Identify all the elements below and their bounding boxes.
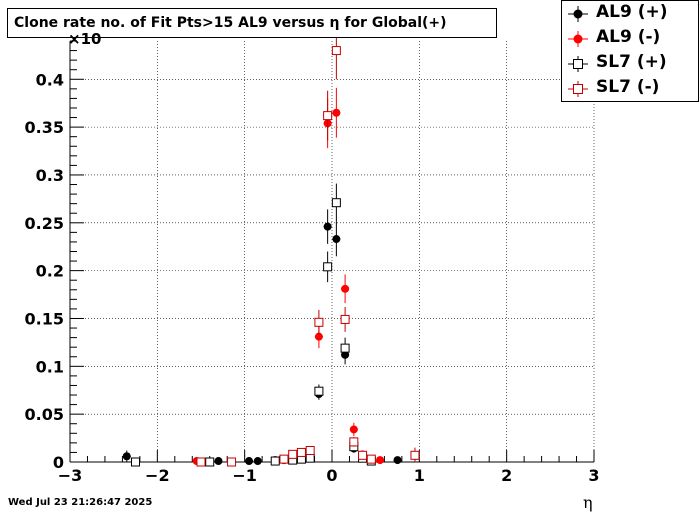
data-point <box>314 317 324 327</box>
y-tick-label: 0.15 <box>25 309 64 328</box>
data-point <box>245 457 254 466</box>
legend-label: SL7 (+) <box>596 52 667 72</box>
data-point <box>331 46 341 56</box>
data-point <box>341 284 350 293</box>
y-tick-label: 0.4 <box>36 70 64 89</box>
x-tick-label: 3 <box>588 466 599 485</box>
data-point <box>323 262 333 272</box>
data-point <box>366 454 376 464</box>
data-point <box>214 457 223 466</box>
data-point <box>227 457 237 467</box>
data-point <box>253 457 262 466</box>
legend-entry-sl7-plus: SL7 (+) <box>562 51 698 76</box>
data-point <box>288 449 298 459</box>
data-point <box>331 198 341 208</box>
data-point <box>305 453 315 463</box>
data-point <box>393 456 402 465</box>
x-tick-label: −1 <box>232 466 257 485</box>
filled-circle-marker-icon <box>568 31 588 47</box>
data-point <box>122 452 131 461</box>
open-square-marker-icon <box>568 56 588 72</box>
data-point <box>332 235 341 244</box>
legend-label: SL7 (-) <box>596 77 660 97</box>
legend: AL9 (+) AL9 (-) SL7 (+) SL7 (-) <box>561 0 699 102</box>
data-point <box>340 343 350 353</box>
y-tick-label: 0.2 <box>36 262 64 281</box>
data-point <box>349 425 358 434</box>
data-point <box>279 454 289 464</box>
data-point <box>270 456 280 466</box>
data-point <box>196 457 206 467</box>
legend-entry-al9-minus: AL9 (-) <box>562 26 698 51</box>
x-tick-label: 1 <box>414 466 425 485</box>
chart-title: Clone rate no. of Fit Pts>15 AL9 versus … <box>7 8 497 38</box>
legend-label: AL9 (+) <box>596 2 668 22</box>
data-point <box>305 446 315 456</box>
filled-circle-marker-icon <box>568 6 588 22</box>
data-point <box>323 111 333 121</box>
y-tick-label: 0.05 <box>25 405 64 424</box>
data-point <box>349 437 359 447</box>
data-point <box>205 457 215 467</box>
y-multiplier-label: ×10 <box>68 30 102 48</box>
data-point <box>410 450 420 460</box>
data-point <box>340 314 350 324</box>
data-point <box>323 222 332 231</box>
data-point <box>314 332 323 341</box>
y-tick-label: 0.1 <box>36 357 64 376</box>
legend-entry-sl7-minus: SL7 (-) <box>562 76 698 101</box>
legend-label: AL9 (-) <box>596 27 661 47</box>
data-point <box>332 108 341 117</box>
y-tick-label: 0.25 <box>25 214 64 233</box>
y-tick-label: 0 <box>53 453 64 472</box>
x-tick-label: −3 <box>58 466 83 485</box>
x-tick-label: 2 <box>501 466 512 485</box>
y-tick-label: 0.3 <box>36 166 64 185</box>
data-point <box>314 386 324 396</box>
legend-entry-al9-plus: AL9 (+) <box>562 1 698 26</box>
x-tick-label: 0 <box>326 466 337 485</box>
open-square-marker-icon <box>568 81 588 97</box>
data-point <box>296 447 306 457</box>
x-tick-label: −2 <box>145 466 170 485</box>
data-point <box>358 450 368 460</box>
data-point <box>131 457 140 467</box>
datestamp: Wed Jul 23 21:26:47 2025 <box>8 497 153 508</box>
x-axis-label: η <box>583 493 593 512</box>
y-tick-label: 0.35 <box>25 118 64 137</box>
data-point <box>376 456 385 465</box>
